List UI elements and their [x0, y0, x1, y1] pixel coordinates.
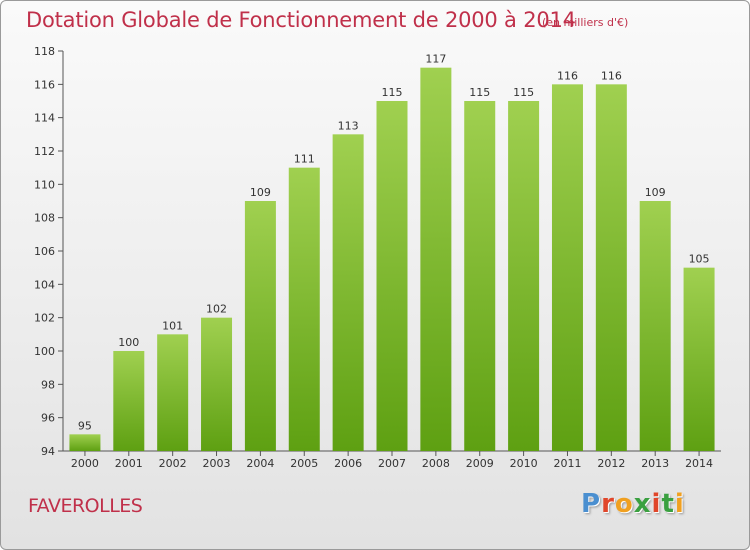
- bar: [376, 101, 408, 451]
- y-tick-label: 116: [34, 78, 55, 91]
- data-label: 109: [645, 186, 666, 199]
- y-tick-label: 112: [34, 145, 55, 158]
- bar: [69, 434, 101, 451]
- y-axis: 94 96 98 100 102 104 106 108 110 112 114 116 118: [34, 45, 64, 458]
- bar: [508, 101, 540, 451]
- y-tick-label: 110: [34, 178, 55, 191]
- y-tick-label: 96: [41, 412, 55, 425]
- data-label: 111: [294, 153, 315, 166]
- bar: [201, 317, 233, 451]
- logo-letter: i: [651, 489, 662, 519]
- y-tick-label: 114: [34, 112, 55, 125]
- data-label: 116: [557, 69, 578, 82]
- bar: [157, 334, 189, 451]
- x-tick-label: 2012: [597, 457, 625, 470]
- x-tick-label: 2000: [71, 457, 99, 470]
- bars: [69, 67, 715, 452]
- bar: [113, 351, 145, 451]
- x-tick-label: 2002: [159, 457, 187, 470]
- data-label: 115: [382, 86, 403, 99]
- x-tick-label: 2003: [203, 457, 231, 470]
- proxiti-logo[interactable]: Proxiti: [581, 489, 685, 519]
- y-tick-label: 94: [41, 445, 55, 458]
- bar: [464, 101, 496, 451]
- chart-subtitle: (en milliers d'€): [542, 16, 629, 29]
- x-tick-label: 2006: [334, 457, 362, 470]
- bar: [420, 67, 452, 452]
- y-tick-label: 106: [34, 245, 55, 258]
- x-tick-label: 2009: [466, 457, 494, 470]
- chart-title: Dotation Globale de Fonctionnement de 20…: [26, 8, 576, 32]
- logo-letter: x: [633, 489, 652, 519]
- data-label: 100: [118, 336, 139, 349]
- logo-letter: o: [614, 489, 634, 519]
- x-tick-label: 2001: [115, 457, 143, 470]
- y-tick-label: 102: [34, 312, 55, 325]
- data-label: 101: [162, 319, 183, 332]
- y-tick-label: 104: [34, 278, 55, 291]
- data-label: 113: [338, 119, 359, 132]
- data-label: 115: [513, 86, 534, 99]
- x-tick-label: 2008: [422, 457, 450, 470]
- data-label: 115: [469, 86, 490, 99]
- x-tick-label: 2013: [641, 457, 669, 470]
- x-axis: 2000 2001 2002 2003 2004 2005 2006 2007 2008 2009…: [63, 450, 721, 470]
- bar: [244, 201, 276, 451]
- y-tick-label: 108: [34, 212, 55, 225]
- data-label: 105: [689, 253, 710, 266]
- y-tick-label: 98: [41, 378, 55, 391]
- x-tick-label: 2005: [290, 457, 318, 470]
- data-label: 109: [250, 186, 271, 199]
- x-tick-label: 2004: [246, 457, 274, 470]
- data-label: 95: [78, 419, 92, 432]
- x-tick-label: 2014: [685, 457, 713, 470]
- bar: [595, 84, 627, 451]
- bar: [288, 167, 320, 451]
- logo-letter: t: [661, 489, 675, 519]
- data-label: 117: [425, 53, 446, 66]
- x-tick-label: 2007: [378, 457, 406, 470]
- bar: [551, 84, 583, 451]
- logo-letter: r: [601, 489, 615, 519]
- bar: [639, 201, 671, 451]
- y-tick-label: 118: [34, 45, 55, 58]
- logo-letter: P: [581, 489, 602, 519]
- x-tick-label: 2010: [510, 457, 538, 470]
- x-tick-label: 2011: [553, 457, 581, 470]
- commune-name: FAVEROLLES: [28, 495, 143, 517]
- data-label: 102: [206, 303, 227, 316]
- data-labels: 95 100 101 102 109 111 113 115 117 115 115 116 116 10…: [78, 53, 710, 433]
- bar: [332, 134, 364, 452]
- logo-letter: i: [674, 489, 685, 519]
- y-tick-label: 100: [34, 345, 55, 358]
- bar: [683, 267, 715, 451]
- data-label: 116: [601, 69, 622, 82]
